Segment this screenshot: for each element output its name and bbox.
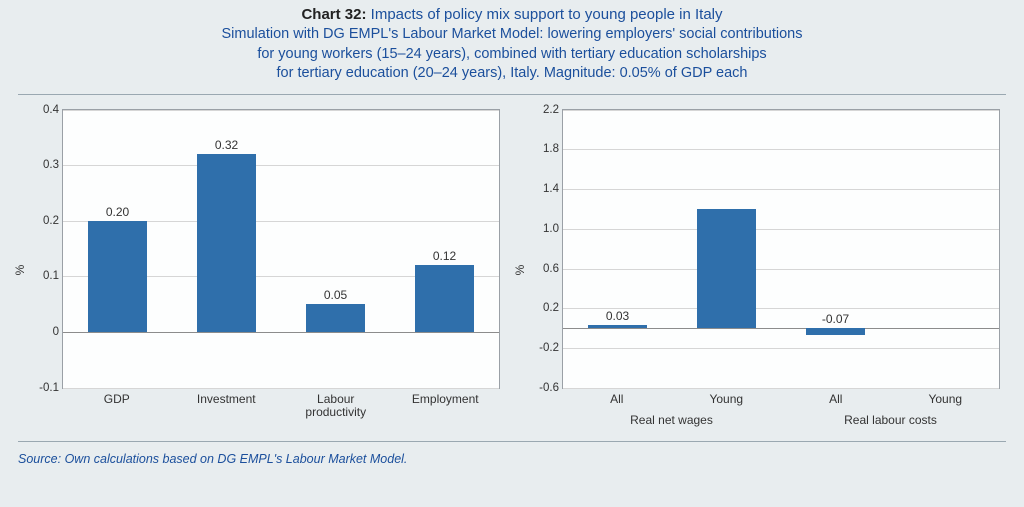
- ytick-label: -0.1: [23, 382, 59, 394]
- right-xaxis: All Young Real net wages All Young Real labou…: [562, 391, 1000, 437]
- bar-value-label: 0.05: [324, 288, 347, 302]
- chart-row: % -0.100.10.20.30.40.200.320.050.12 GDPI…: [18, 94, 1006, 442]
- ytick-label: 0: [23, 326, 59, 338]
- ytick-label: 0.2: [523, 302, 559, 314]
- ytick-label: 0.2: [23, 215, 59, 227]
- bar-value-label: 0.03: [606, 309, 629, 323]
- ytick-label: 0.1: [23, 270, 59, 282]
- bar: [306, 304, 366, 332]
- source-text: Own calculations based on DG EMPL's Labo…: [61, 452, 407, 466]
- x-group-label: Real labour costs: [844, 413, 937, 427]
- source-label: Source:: [18, 452, 61, 466]
- baseline: [563, 328, 999, 329]
- ytick-label: 0.3: [23, 159, 59, 171]
- ytick-label: 1.4: [523, 183, 559, 195]
- grid-line: [63, 332, 499, 333]
- grid-line: [563, 189, 999, 190]
- ytick-label: -0.2: [523, 342, 559, 354]
- left-chart: % -0.100.10.20.30.40.200.320.050.12 GDPI…: [18, 103, 506, 437]
- x-category-label: Labour productivity: [305, 393, 366, 421]
- chart-title: Chart 32: Impacts of policy mix support …: [18, 6, 1006, 23]
- bar: [197, 154, 257, 332]
- grid-line: [563, 110, 999, 111]
- chart-header: Chart 32: Impacts of policy mix support …: [18, 6, 1006, 84]
- grid-line: [563, 269, 999, 270]
- bar-value-label: 0.32: [215, 138, 238, 152]
- ytick-label: 0.4: [23, 104, 59, 116]
- grid-line: [563, 229, 999, 230]
- bar: [697, 209, 757, 328]
- x-category-label: Investment: [197, 393, 256, 407]
- ytick-label: 0.6: [523, 263, 559, 275]
- grid-line: [563, 149, 999, 150]
- chart-title-text: Impacts of policy mix support to young p…: [367, 6, 723, 23]
- grid-line: [63, 165, 499, 166]
- bar: [415, 265, 475, 332]
- x-subcategory-label: All: [829, 393, 842, 407]
- ytick-label: 2.2: [523, 104, 559, 116]
- x-category-label: Employment: [412, 393, 479, 407]
- chart-subtitle-3: for tertiary education (20–24 years), It…: [18, 64, 1006, 84]
- bar-value-label: 0.20: [106, 205, 129, 219]
- ytick-label: 1.0: [523, 223, 559, 235]
- chart-subtitle-1: Simulation with DG EMPL's Labour Market …: [18, 25, 1006, 45]
- ytick-label: -0.6: [523, 382, 559, 394]
- grid-line: [563, 348, 999, 349]
- bar-value-label: 0.12: [433, 249, 456, 263]
- left-xaxis: GDP Investment Labour productivity Employme…: [62, 391, 500, 437]
- right-chart: % -0.6-0.20.20.61.01.41.82.20.03-0.07 Al…: [518, 103, 1006, 437]
- chart-subtitle-2: for young workers (15–24 years), combine…: [18, 45, 1006, 65]
- x-subcategory-label: Young: [928, 393, 962, 407]
- grid-line: [563, 388, 999, 389]
- grid-line: [63, 110, 499, 111]
- grid-line: [63, 388, 499, 389]
- source-line: Source: Own calculations based on DG EMP…: [18, 452, 1006, 466]
- bar-value-label: -0.07: [822, 312, 849, 326]
- ytick-label: 1.8: [523, 143, 559, 155]
- right-plot: -0.6-0.20.20.61.01.41.82.20.03-0.07: [562, 109, 1000, 389]
- x-subcategory-label: Young: [709, 393, 743, 407]
- x-category-label: GDP: [104, 393, 130, 407]
- x-subcategory-label: All: [610, 393, 623, 407]
- page: Chart 32: Impacts of policy mix support …: [0, 0, 1024, 507]
- x-group-label: Real net wages: [630, 413, 713, 427]
- bar: [806, 328, 866, 335]
- bar: [588, 325, 648, 328]
- chart-number: Chart 32:: [301, 6, 366, 23]
- bar: [88, 221, 148, 332]
- left-plot: -0.100.10.20.30.40.200.320.050.12: [62, 109, 500, 389]
